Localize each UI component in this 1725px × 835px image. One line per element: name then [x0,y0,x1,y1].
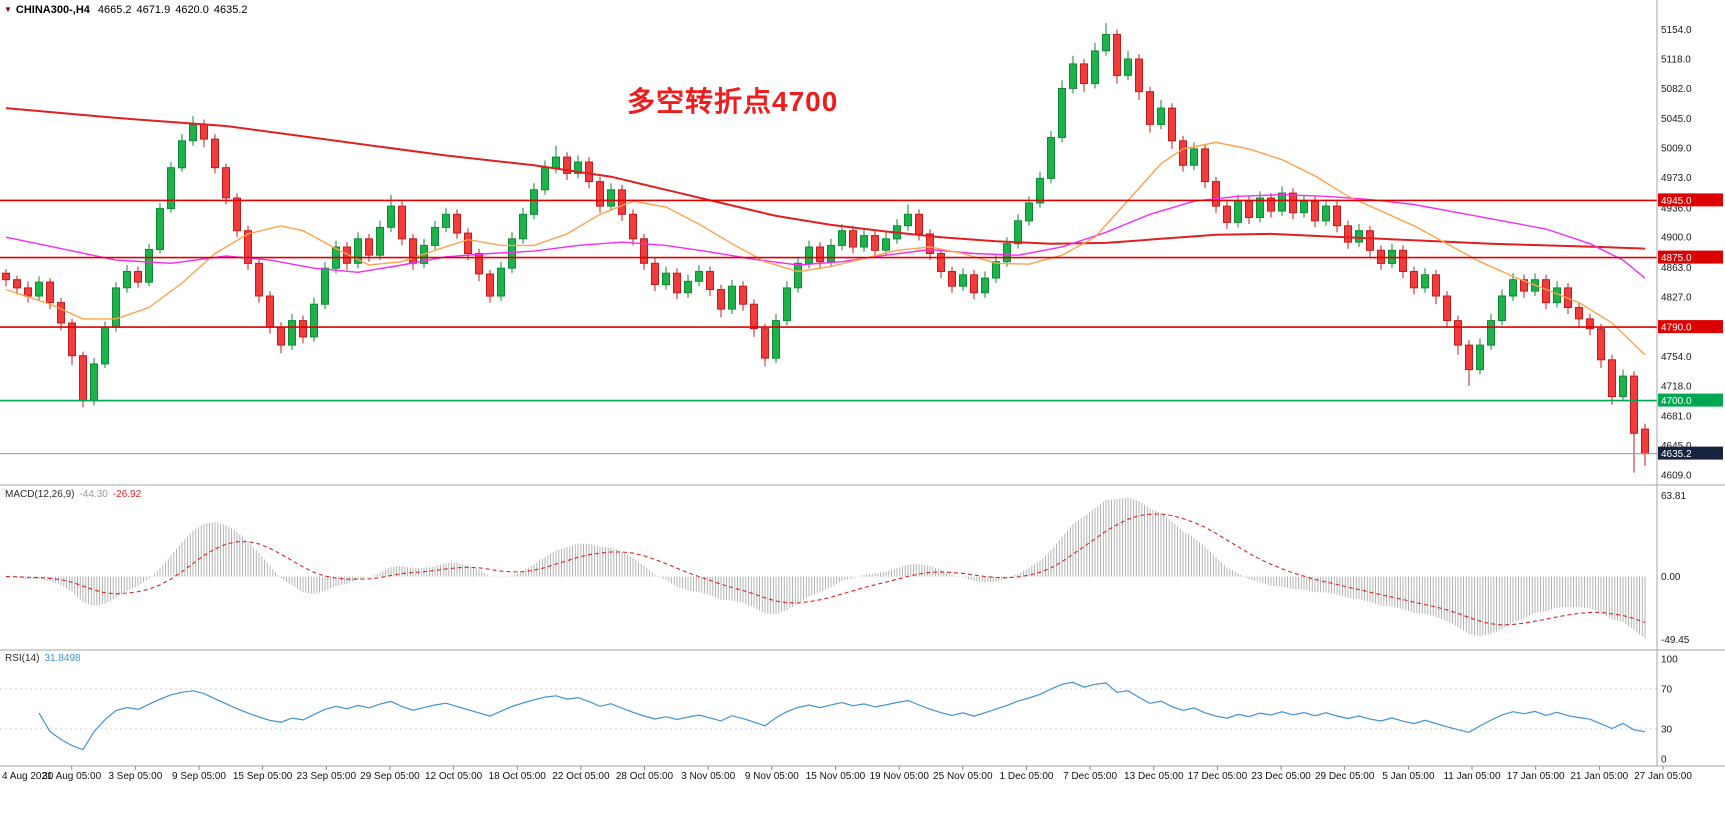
svg-text:100: 100 [1661,655,1678,666]
svg-text:4635.2: 4635.2 [1661,449,1692,460]
svg-text:7 Dec 05:00: 7 Dec 05:00 [1063,771,1117,782]
svg-text:9 Sep 05:00: 9 Sep 05:00 [172,771,226,782]
rsi-line [38,681,1646,751]
svg-text:5009.0: 5009.0 [1661,144,1692,155]
svg-text:3 Nov 05:00: 3 Nov 05:00 [681,771,735,782]
svg-text:23 Sep 05:00: 23 Sep 05:00 [297,771,357,782]
price-badge-4635.2: 4635.2 [1658,446,1723,460]
svg-text:4609.0: 4609.0 [1661,471,1692,482]
svg-text:4700.0: 4700.0 [1661,396,1692,407]
svg-text:4718.0: 4718.0 [1661,381,1692,392]
svg-text:70: 70 [1661,685,1673,696]
svg-text:0.00: 0.00 [1661,572,1681,583]
svg-text:12 Oct 05:00: 12 Oct 05:00 [425,771,483,782]
svg-text:4875.0: 4875.0 [1661,253,1692,264]
svg-text:0: 0 [1661,755,1667,766]
price-badge-4700.0: 4700.0 [1658,393,1723,407]
svg-text:5154.0: 5154.0 [1661,25,1692,36]
price-badge-4945.0: 4945.0 [1658,193,1723,207]
svg-text:4936.0: 4936.0 [1661,203,1692,214]
svg-text:15 Nov 05:00: 15 Nov 05:00 [806,771,866,782]
svg-text:23 Dec 05:00: 23 Dec 05:00 [1251,771,1311,782]
candles-layer [2,23,1649,473]
macd-histogram [8,497,1646,639]
svg-text:29 Sep 05:00: 29 Sep 05:00 [360,771,420,782]
svg-text:28 Oct 05:00: 28 Oct 05:00 [616,771,674,782]
svg-text:19 Nov 05:00: 19 Nov 05:00 [869,771,929,782]
svg-text:4790.0: 4790.0 [1661,323,1692,334]
svg-text:22 Oct 05:00: 22 Oct 05:00 [552,771,610,782]
svg-text:3 Sep 05:00: 3 Sep 05:00 [108,771,162,782]
price-badge-4875.0: 4875.0 [1658,250,1723,264]
svg-text:4681.0: 4681.0 [1661,412,1692,423]
svg-text:17 Dec 05:00: 17 Dec 05:00 [1188,771,1248,782]
svg-text:5045.0: 5045.0 [1661,114,1692,125]
svg-text:21 Jan 05:00: 21 Jan 05:00 [1570,771,1628,782]
price-badge-4790.0: 4790.0 [1658,320,1723,334]
svg-text:4754.0: 4754.0 [1661,352,1692,363]
ma-fast-line[interactable] [5,141,1646,356]
svg-text:15 Sep 05:00: 15 Sep 05:00 [233,771,293,782]
svg-text:4900.0: 4900.0 [1661,233,1692,244]
svg-text:5118.0: 5118.0 [1661,55,1691,66]
svg-text:30 Aug 05:00: 30 Aug 05:00 [42,771,101,782]
svg-text:27 Jan 05:00: 27 Jan 05:00 [1634,771,1692,782]
svg-text:4827.0: 4827.0 [1661,292,1692,303]
macd-signal-line [5,513,1646,626]
svg-text:29 Dec 05:00: 29 Dec 05:00 [1315,771,1375,782]
svg-text:11 Jan 05:00: 11 Jan 05:00 [1443,771,1501,782]
svg-text:1 Dec 05:00: 1 Dec 05:00 [1000,771,1054,782]
svg-text:4973.0: 4973.0 [1661,173,1692,184]
svg-text:4863.0: 4863.0 [1661,263,1692,274]
svg-text:18 Oct 05:00: 18 Oct 05:00 [489,771,547,782]
svg-text:5082.0: 5082.0 [1661,84,1692,95]
svg-text:13 Dec 05:00: 13 Dec 05:00 [1124,771,1184,782]
svg-text:-49.45: -49.45 [1661,635,1690,646]
svg-text:63.81: 63.81 [1661,491,1686,502]
ma-slow-line[interactable] [5,107,1646,250]
svg-text:30: 30 [1661,725,1673,736]
svg-text:9 Nov 05:00: 9 Nov 05:00 [745,771,799,782]
svg-text:25 Nov 05:00: 25 Nov 05:00 [933,771,993,782]
svg-text:17 Jan 05:00: 17 Jan 05:00 [1507,771,1565,782]
svg-text:4 Aug 2021: 4 Aug 2021 [2,771,53,782]
svg-text:4945.0: 4945.0 [1661,196,1692,207]
svg-text:5 Jan 05:00: 5 Jan 05:00 [1382,771,1435,782]
